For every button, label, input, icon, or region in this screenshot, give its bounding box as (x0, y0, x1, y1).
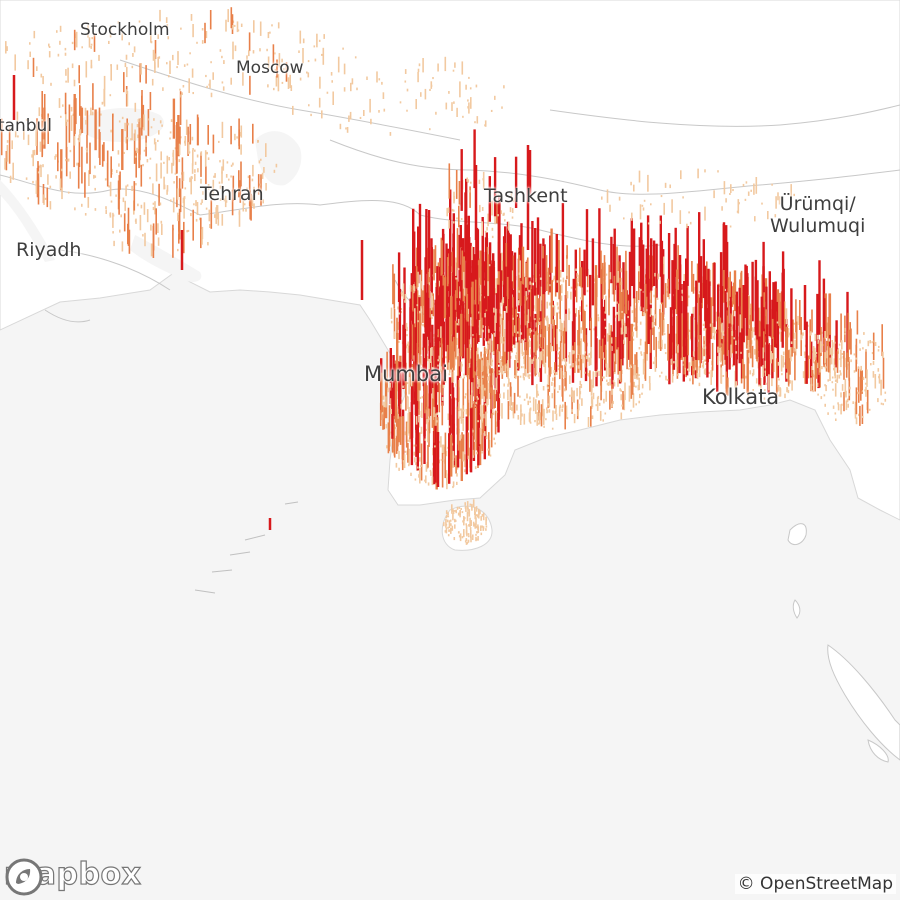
sea-red (0, 180, 55, 262)
city-label-mumbai[interactable]: Mumbai (364, 362, 448, 386)
city-label-riyadh[interactable]: Riyadh (16, 239, 82, 261)
city-label-kolkata[interactable]: Kolkata (702, 385, 780, 409)
island-sumatra (827, 644, 900, 761)
city-label-tashkent[interactable]: Tashkent (484, 185, 568, 207)
city-label-urumqi[interactable]: Ürümqi/ Wulumuqi (770, 193, 866, 237)
sea-gulf (130, 235, 202, 283)
island-small-sumatra (867, 739, 889, 763)
mapbox-logo-icon (5, 858, 43, 896)
city-label-moscow[interactable]: Moscow (236, 58, 304, 78)
island-andaman-2 (792, 599, 801, 619)
city-label-tehran[interactable]: Tehran (200, 183, 264, 205)
mapbox-logo[interactable]: mapbox (3, 856, 142, 896)
city-label-istanbul[interactable]: Istanbul (0, 116, 53, 136)
island-andaman-1 (787, 523, 807, 546)
attribution[interactable]: © OpenStreetMap (734, 874, 896, 894)
city-label-stockholm[interactable]: Stockholm (80, 20, 170, 40)
country-borders (0, 59, 900, 323)
island-chain (194, 501, 299, 594)
